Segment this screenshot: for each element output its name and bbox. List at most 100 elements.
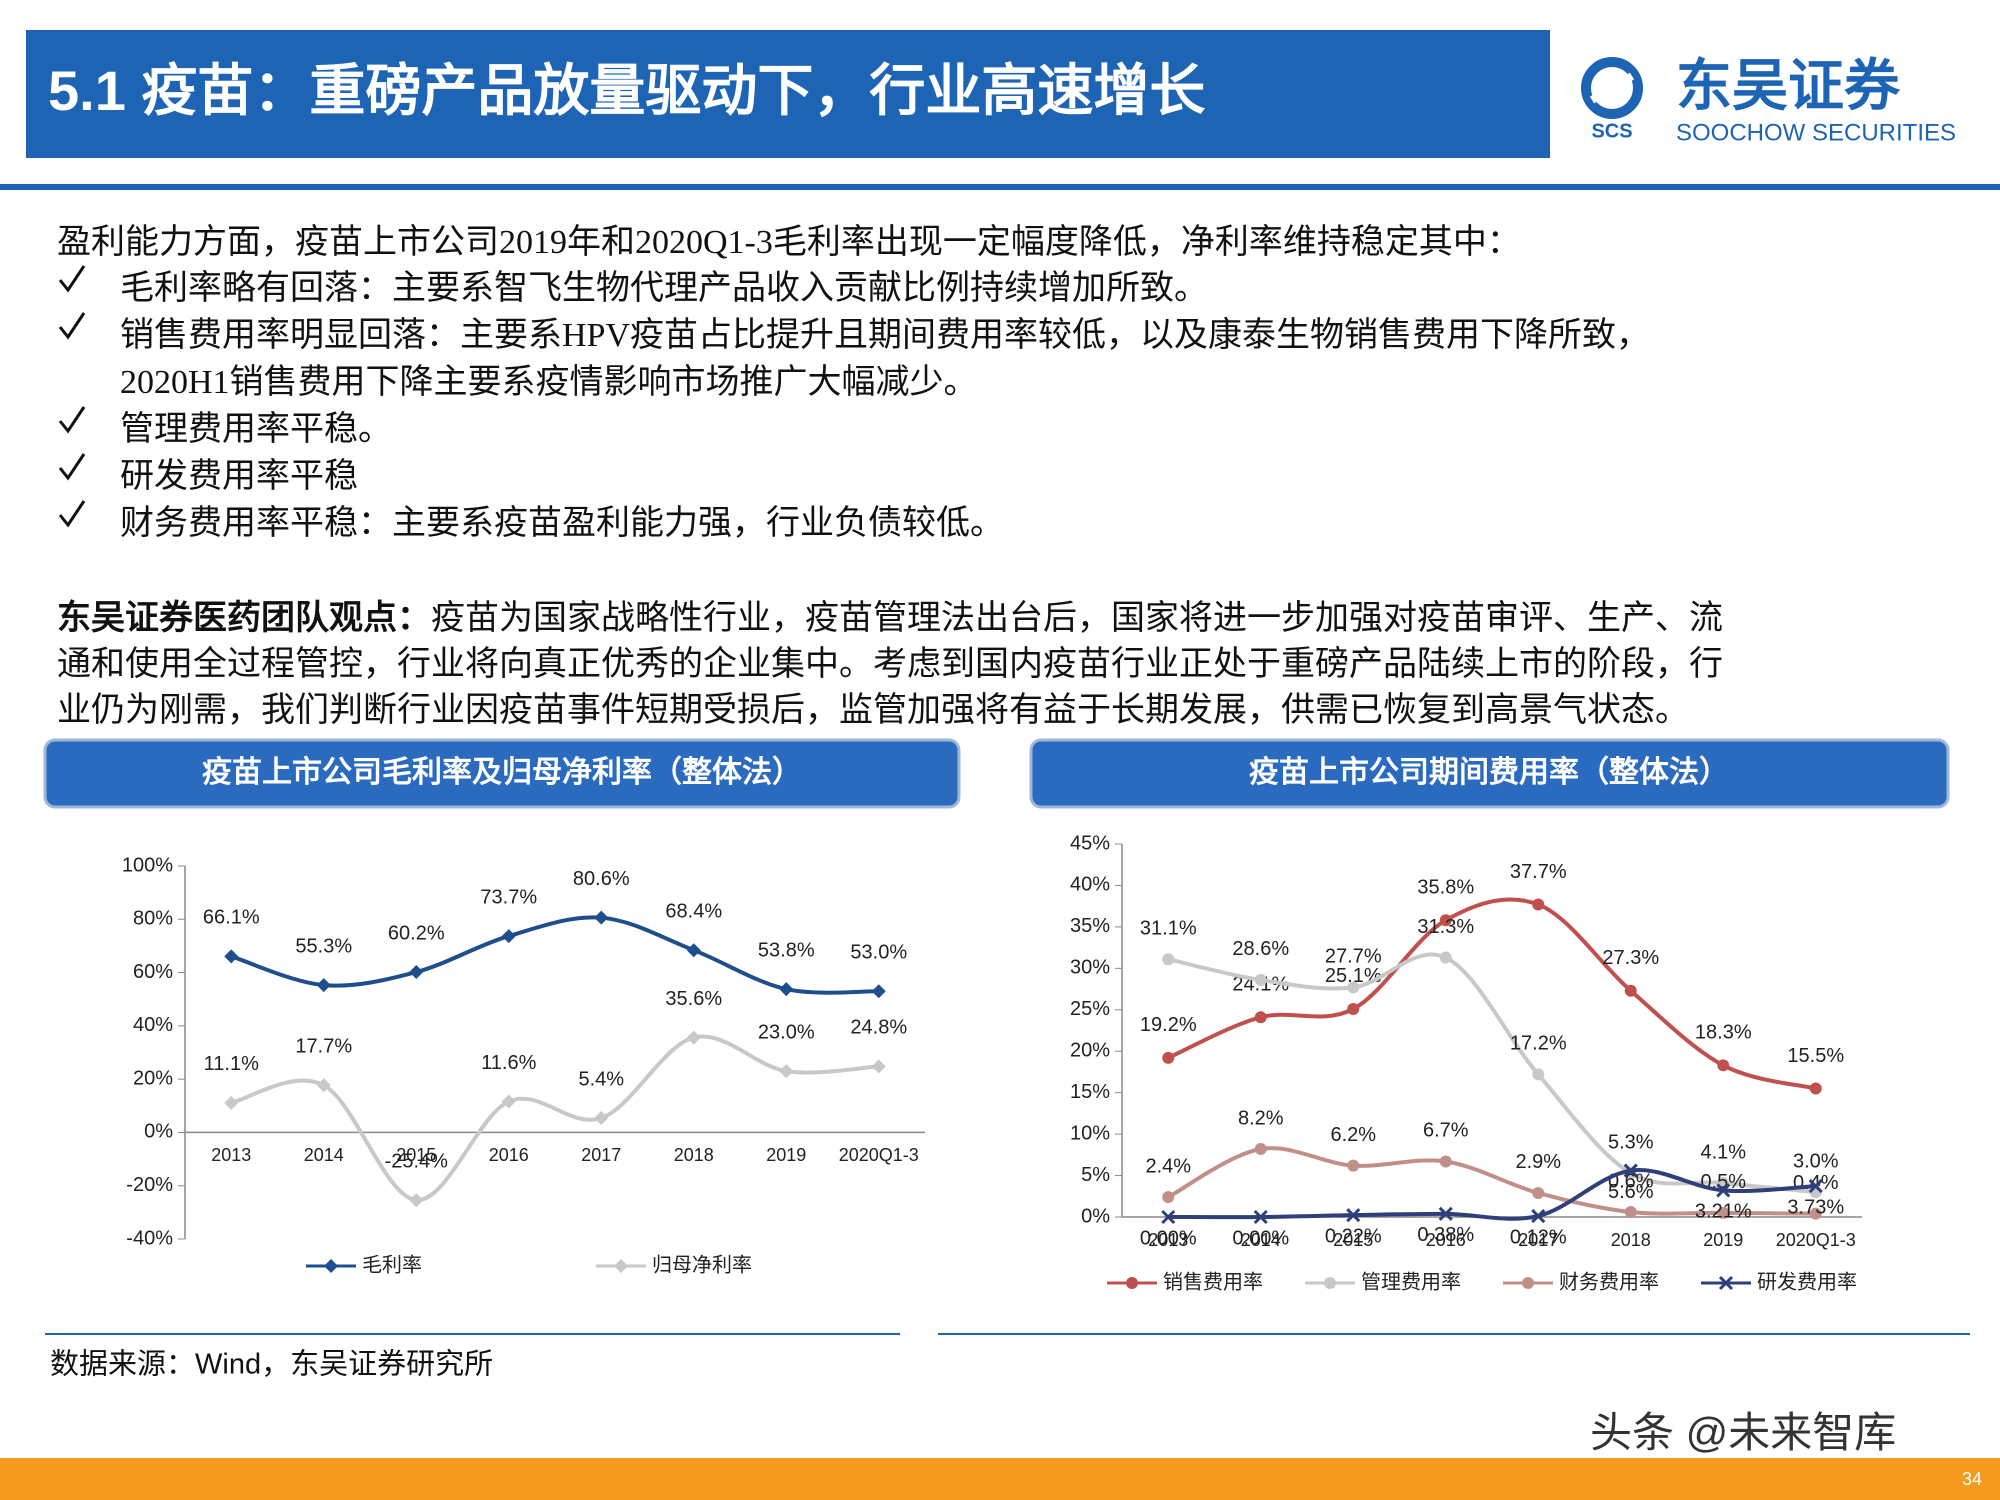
y-tick-label: 10% xyxy=(1070,1122,1110,1144)
data-label: 0.6% xyxy=(1608,1170,1654,1192)
legend-label: 销售费用率 xyxy=(1163,1270,1263,1293)
footer-bar xyxy=(0,1458,2000,1500)
bullet-text: 销售费用率明显回落：主要系HPV疫苗占比提升且期间费用率较低，以及康泰生物销售费… xyxy=(120,317,1651,354)
point xyxy=(316,978,331,993)
bullet-text: 财务费用率平稳：主要系疫苗盈利能力强，行业负债较低。 xyxy=(120,505,1004,542)
data-label: 5.6% xyxy=(1608,1181,1654,1203)
y-tick-label: 30% xyxy=(1070,957,1110,979)
x-tick-label: 2013 xyxy=(211,1145,251,1165)
data-label: 0.22% xyxy=(1325,1225,1382,1247)
point xyxy=(1532,1068,1545,1081)
y-tick-label: 40% xyxy=(1070,874,1110,896)
data-label: 24.8% xyxy=(850,1017,907,1039)
point xyxy=(686,1030,701,1045)
x-tick-label: 2019 xyxy=(1703,1230,1743,1250)
data-label: 19.2% xyxy=(1140,1014,1197,1036)
point xyxy=(1254,1143,1267,1156)
data-label: 27.7% xyxy=(1325,946,1382,968)
data-label: 53.8% xyxy=(758,939,815,961)
point xyxy=(614,1259,628,1273)
data-label: 80.6% xyxy=(573,868,630,890)
point xyxy=(1439,1155,1452,1168)
check-mark xyxy=(58,312,86,340)
view-lead: 东吴证券医药团队观点： xyxy=(57,600,431,637)
series-line xyxy=(230,915,879,995)
check-mark xyxy=(58,406,86,434)
point xyxy=(224,1095,239,1110)
data-label: 3.73% xyxy=(1787,1196,1844,1218)
point xyxy=(1162,953,1175,966)
view-text: 通和使用全过程管控，行业将向真正优秀的企业集中。考虑到国内疫苗行业正处于重磅产品… xyxy=(57,646,1723,683)
point xyxy=(1162,1191,1175,1204)
point xyxy=(1438,1206,1453,1221)
data-label: 4.1% xyxy=(1700,1141,1746,1163)
data-label: 3.21% xyxy=(1695,1201,1752,1223)
series-line xyxy=(230,1034,879,1203)
data-label: 0.00% xyxy=(1140,1227,1197,1249)
point xyxy=(1439,951,1452,964)
data-label: 5.3% xyxy=(1608,1131,1654,1153)
x-tick-label: 2019 xyxy=(766,1145,806,1165)
point xyxy=(1324,1277,1336,1289)
y-tick-label: 35% xyxy=(1070,915,1110,937)
point xyxy=(871,984,886,999)
point xyxy=(1253,1209,1268,1225)
x-tick-label: 2018 xyxy=(1611,1230,1651,1250)
data-label: 11.1% xyxy=(204,1053,259,1075)
chart-title-box xyxy=(43,738,961,809)
x-tick-label: 2016 xyxy=(489,1145,529,1165)
point xyxy=(1718,1275,1734,1291)
x-tick-label: 2013 xyxy=(1148,1230,1188,1250)
data-label: 0.12% xyxy=(1510,1226,1567,1248)
point xyxy=(1716,1183,1731,1198)
point xyxy=(409,1193,424,1208)
x-tick-label: 2015 xyxy=(1333,1230,1373,1250)
y-tick-label: 15% xyxy=(1070,1081,1110,1103)
series-line xyxy=(1167,952,1816,1195)
point xyxy=(1717,1059,1730,1072)
bullet-text: 毛利率略有回落：主要系智飞生物代理产品收入贡献比例持续增加所致。 xyxy=(120,270,1208,307)
point xyxy=(501,929,516,944)
point xyxy=(1532,1186,1545,1199)
legend-label: 管理费用率 xyxy=(1361,1270,1461,1293)
point xyxy=(1347,1002,1360,1015)
watermark: 头条 @未来智库 xyxy=(1590,1409,1896,1456)
data-label: 18.3% xyxy=(1695,1022,1752,1044)
y-tick-label: 20% xyxy=(1070,1040,1110,1062)
bullet-text: 管理费用率平稳。 xyxy=(120,411,392,448)
data-label: 2.4% xyxy=(1145,1155,1191,1177)
point xyxy=(1809,1082,1822,1095)
data-label: 73.7% xyxy=(480,886,537,908)
data-label: 66.1% xyxy=(203,907,260,929)
check-mark xyxy=(58,265,86,293)
data-label: 17.7% xyxy=(295,1036,352,1058)
point xyxy=(1439,914,1452,927)
point xyxy=(594,910,609,925)
y-tick-label: 45% xyxy=(1070,832,1110,854)
point xyxy=(1522,1277,1534,1289)
page-number: 34 xyxy=(1962,1469,1982,1489)
data-label: 31.1% xyxy=(1140,917,1197,939)
bullet-text: 2020H1销售费用下降主要系疫情影响市场推广大幅减少。 xyxy=(120,364,978,401)
point xyxy=(1254,1011,1267,1024)
intro: 盈利能力方面，疫苗上市公司2019年和2020Q1-3毛利率出现一定幅度降低，净… xyxy=(57,224,1521,261)
logo-en: SOOCHOW SECURITIES xyxy=(1676,119,1956,146)
data-label: 53.0% xyxy=(850,942,907,964)
y-tick-label: 60% xyxy=(133,961,173,983)
data-label: 8.2% xyxy=(1238,1107,1284,1129)
header-bar xyxy=(26,30,1550,158)
header-title: 5.1 疫苗：重磅产品放量驱动下，行业高速增长 xyxy=(48,59,1205,122)
data-label: 23.0% xyxy=(758,1021,815,1043)
data-label: 60.2% xyxy=(388,922,445,944)
point xyxy=(1623,1163,1638,1178)
x-tick-label: 2014 xyxy=(1241,1230,1281,1250)
y-tick-label: 0% xyxy=(144,1121,173,1143)
data-label: 5.4% xyxy=(578,1068,624,1090)
point xyxy=(501,1094,516,1109)
x-tick-label: 2017 xyxy=(1518,1230,1558,1250)
data-label: 6.2% xyxy=(1330,1124,1376,1146)
header-rule xyxy=(0,184,2000,190)
legend-label: 财务费用率 xyxy=(1559,1270,1659,1293)
point xyxy=(1531,1208,1546,1224)
